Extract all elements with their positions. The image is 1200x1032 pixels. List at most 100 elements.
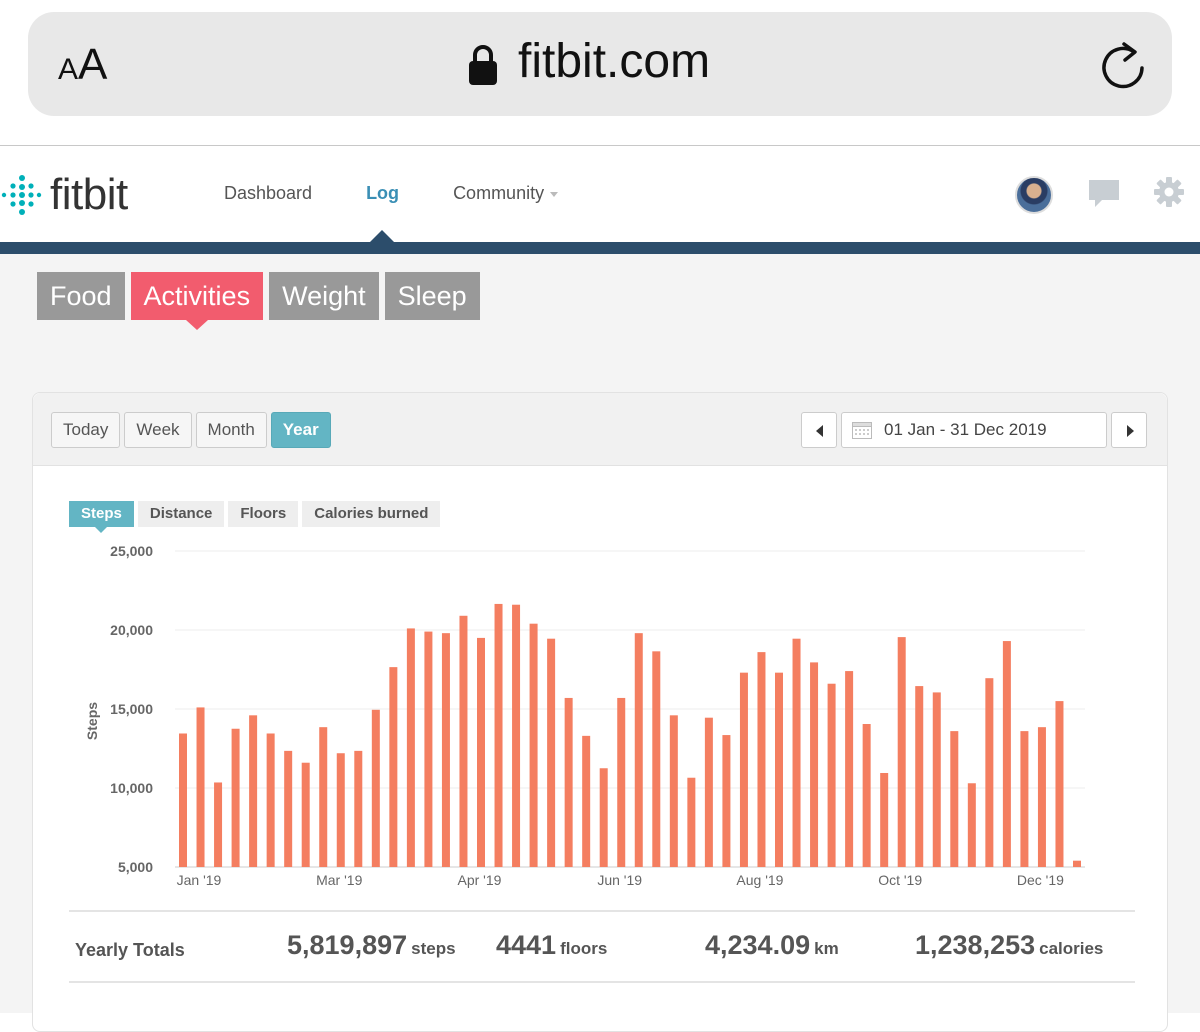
steps-bar[interactable] (932, 692, 941, 867)
steps-bar[interactable] (529, 623, 538, 867)
steps-bar[interactable] (477, 637, 485, 867)
text-size-button[interactable]: AA (58, 40, 108, 89)
steps-bar[interactable] (792, 638, 801, 867)
address-bar[interactable]: AA fitbit.com (28, 12, 1172, 116)
steps-bar[interactable] (1073, 860, 1081, 867)
reload-icon[interactable] (1098, 38, 1148, 92)
tab-calories-burned[interactable]: Calories burned (302, 501, 441, 527)
date-range-field[interactable]: 01 Jan - 31 Dec 2019 (841, 412, 1107, 448)
tab-distance[interactable]: Distance (137, 501, 225, 527)
steps-bar[interactable] (1002, 641, 1011, 867)
avatar[interactable] (1015, 176, 1053, 214)
next-period-button[interactable] (1111, 412, 1147, 448)
steps-bar[interactable] (547, 638, 556, 867)
steps-bar[interactable] (915, 686, 924, 867)
steps-bar[interactable] (371, 709, 380, 867)
steps-bar[interactable] (249, 715, 258, 867)
total-distance-value: 4,234.09 (705, 930, 811, 960)
steps-bar[interactable] (827, 683, 836, 867)
steps-bar[interactable] (284, 750, 293, 867)
steps-bar-chart: 5,000 10,000 15,000 20,000 25,000 Jan '19 Mar… (84, 543, 1085, 888)
steps-bar[interactable] (634, 633, 643, 867)
steps-bar[interactable] (950, 731, 959, 867)
range-today-button[interactable]: Today (51, 412, 121, 448)
steps-bar[interactable] (336, 753, 345, 867)
steps-bar[interactable] (845, 671, 854, 867)
fitbit-logo[interactable]: fitbit (0, 170, 128, 219)
x-tick-label: Apr '19 (458, 872, 502, 888)
steps-bar[interactable] (599, 768, 608, 867)
steps-bar[interactable] (441, 633, 450, 867)
steps-bar[interactable] (512, 604, 521, 867)
steps-bar[interactable] (494, 603, 503, 867)
gear-icon[interactable] (1154, 177, 1184, 207)
steps-bar[interactable] (1020, 731, 1029, 867)
category-tabs: Food Activities Weight Sleep (37, 272, 480, 330)
steps-bar[interactable] (1037, 727, 1046, 867)
steps-bar[interactable] (1055, 701, 1064, 867)
x-tick-label: Aug '19 (736, 872, 783, 888)
steps-bar[interactable] (564, 697, 573, 867)
total-steps-value: 5,819,897 (287, 930, 408, 960)
panel-toolbar: Today Week Month Year 01 Jan - 31 Dec 20… (33, 393, 1167, 466)
total-steps: 5,819,897 steps (287, 930, 456, 961)
steps-bar[interactable] (739, 672, 748, 867)
steps-bar[interactable] (319, 727, 328, 867)
yearly-totals-label: Yearly Totals (75, 940, 185, 960)
steps-bar[interactable] (231, 728, 240, 867)
steps-bar[interactable] (880, 772, 889, 867)
nav-community-label: Community (453, 183, 545, 203)
yearly-totals: Yearly Totals 5,819,897 steps 4441 floors … (69, 910, 1135, 983)
tab-sleep[interactable]: Sleep (384, 272, 480, 320)
steps-bar[interactable] (669, 715, 678, 867)
steps-bar[interactable] (757, 652, 766, 867)
arrow-right-icon (1127, 425, 1134, 437)
steps-bar[interactable] (617, 697, 626, 867)
range-month-button[interactable]: Month (195, 412, 267, 448)
header-divider (0, 242, 1200, 254)
range-week-button[interactable]: Week (124, 412, 192, 448)
tab-steps[interactable]: Steps (69, 501, 134, 533)
steps-bar[interactable] (301, 762, 310, 867)
steps-bar[interactable] (214, 782, 223, 867)
total-calories: 1,238,253 calories (915, 930, 1103, 961)
steps-bar[interactable] (459, 615, 468, 867)
logo-text: fitbit (50, 170, 128, 219)
messages-icon[interactable] (1088, 179, 1120, 209)
steps-bar[interactable] (406, 628, 415, 867)
chevron-down-icon (550, 191, 559, 197)
steps-bar[interactable] (354, 750, 363, 867)
tab-food[interactable]: Food (37, 272, 125, 320)
steps-bar[interactable] (810, 662, 819, 867)
steps-bar[interactable] (582, 735, 591, 867)
steps-bar[interactable] (704, 717, 713, 867)
nav-log[interactable]: Log (366, 183, 400, 203)
tab-activities[interactable]: Activities (130, 272, 264, 330)
nav-community[interactable]: Community (453, 183, 559, 204)
previous-period-button[interactable] (801, 412, 837, 448)
range-year-button[interactable]: Year (270, 412, 331, 448)
nav-dashboard[interactable]: Dashboard (224, 183, 313, 203)
date-navigator: 01 Jan - 31 Dec 2019 (801, 412, 1147, 448)
steps-bar[interactable] (775, 672, 783, 867)
arrow-left-icon (816, 425, 823, 437)
steps-bar[interactable] (196, 707, 205, 867)
steps-bar[interactable] (424, 631, 433, 867)
steps-bar[interactable] (967, 783, 976, 867)
site-header: fitbit Dashboard Log Community (0, 147, 1200, 242)
steps-bar[interactable] (179, 733, 187, 867)
steps-bar[interactable] (722, 735, 731, 867)
steps-bar[interactable] (985, 678, 994, 867)
url-text: fitbit.com (518, 35, 711, 88)
chart-bars (179, 603, 1081, 867)
steps-bar[interactable] (687, 777, 696, 867)
tab-weight[interactable]: Weight (269, 272, 379, 320)
steps-bar[interactable] (897, 637, 906, 867)
steps-bar[interactable] (862, 724, 871, 867)
tab-floors[interactable]: Floors (228, 501, 299, 527)
x-tick-label: Mar '19 (316, 872, 362, 888)
steps-bar[interactable] (266, 733, 275, 867)
steps-bar[interactable] (389, 667, 398, 867)
total-calories-unit: calories (1039, 939, 1104, 958)
steps-bar[interactable] (652, 651, 661, 867)
